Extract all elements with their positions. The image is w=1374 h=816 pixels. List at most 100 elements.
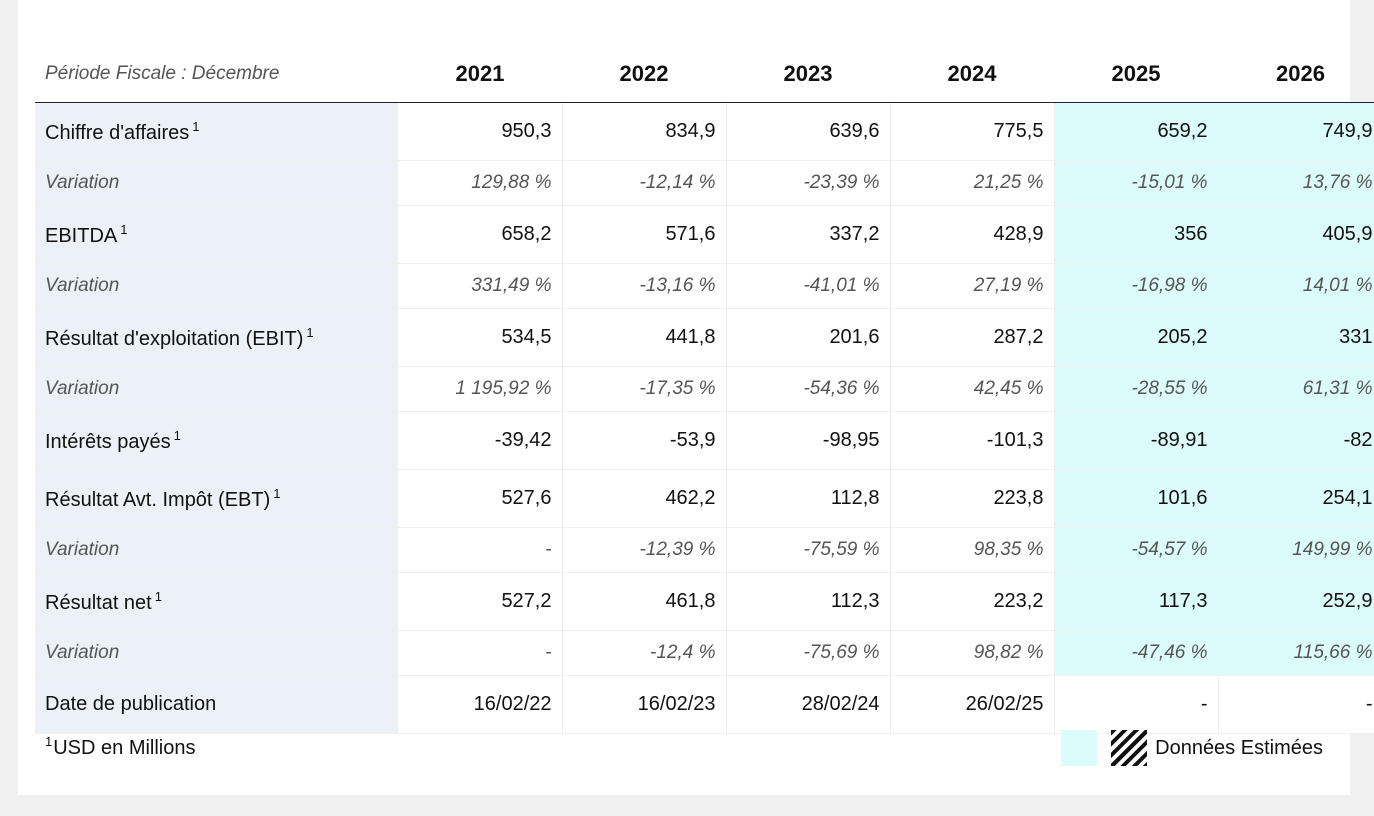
table-row-publication-date: Date de publication 16/02/22 16/02/23 28… <box>35 675 1374 734</box>
row-label: Variation <box>35 263 398 309</box>
table-cell: 201,6 <box>726 308 891 367</box>
table-cell-estimated: 356 <box>1054 205 1219 264</box>
table-cell: 98,35 % <box>890 527 1055 573</box>
table-cell: 527,6 <box>398 469 563 528</box>
table-cell: - <box>398 630 563 676</box>
table-cell-estimated: -82 <box>1218 411 1374 470</box>
table-cell: 527,2 <box>398 572 563 631</box>
financial-table: Période Fiscale : Décembre 2021 2022 202… <box>35 46 1374 734</box>
table-cell: -75,59 % <box>726 527 891 573</box>
fiscal-period-label: Période Fiscale : Décembre <box>35 46 398 103</box>
year-header: 2023 <box>726 46 890 103</box>
table-cell: 287,2 <box>890 308 1055 367</box>
table-cell: 129,88 % <box>398 160 563 206</box>
table-cell: -12,4 % <box>562 630 727 676</box>
year-header: 2024 <box>890 46 1054 103</box>
table-cell-estimated: -15,01 % <box>1054 160 1219 206</box>
table-cell-estimated: 659,2 <box>1054 102 1219 161</box>
table-cell-estimated: 14,01 % <box>1218 263 1374 309</box>
table-cell: 534,5 <box>398 308 563 367</box>
table-row: EBITDA 1 658,2 571,6 337,2 428,9 356 405,… <box>35 205 1374 264</box>
table-cell-estimated: 117,3 <box>1054 572 1219 631</box>
table-cell: 950,3 <box>398 102 563 161</box>
table-cell: 26/02/25 <box>890 675 1055 734</box>
table-cell: -98,95 <box>726 411 891 470</box>
table-cell-estimated: 149,99 % <box>1218 527 1374 573</box>
table-cell: -53,9 <box>562 411 727 470</box>
table-cell-estimated: -28,55 % <box>1054 366 1219 412</box>
table-cell: 16/02/23 <box>562 675 727 734</box>
table-cell-estimated: 101,6 <box>1054 469 1219 528</box>
table-cell: -12,14 % <box>562 160 727 206</box>
year-header: 2022 <box>562 46 726 103</box>
table-cell: -39,42 <box>398 411 563 470</box>
table-cell: 112,8 <box>726 469 891 528</box>
row-label: Intérêts payés 1 <box>35 411 398 470</box>
year-header: 2026 <box>1218 46 1374 103</box>
table-row: Résultat Avt. Impôt (EBT) 1 527,6 462,2 1… <box>35 469 1374 528</box>
row-label: Variation <box>35 630 398 676</box>
table-cell: -101,3 <box>890 411 1055 470</box>
table-cell-estimated: 205,2 <box>1054 308 1219 367</box>
estimated-color-swatch <box>1061 730 1098 766</box>
year-header: 2021 <box>398 46 562 103</box>
table-cell: 1 195,92 % <box>398 366 563 412</box>
table-cell-estimated: 405,9 <box>1218 205 1374 264</box>
table-cell: 331,49 % <box>398 263 563 309</box>
row-label: Variation <box>35 160 398 206</box>
table-cell-estimated: 61,31 % <box>1218 366 1374 412</box>
table-header-row: Période Fiscale : Décembre 2021 2022 202… <box>35 46 1374 103</box>
row-label: Chiffre d'affaires 1 <box>35 102 398 161</box>
table-cell: 223,2 <box>890 572 1055 631</box>
table-row: Résultat d'exploitation (EBIT) 1 534,5 44… <box>35 308 1374 367</box>
table-cell: 441,8 <box>562 308 727 367</box>
table-cell: 337,2 <box>726 205 891 264</box>
table-cell: -41,01 % <box>726 263 891 309</box>
table-row-variation: Variation - -12,4 % -75,69 % 98,82 % -47… <box>35 630 1374 676</box>
table-cell: -54,36 % <box>726 366 891 412</box>
table-cell: 112,3 <box>726 572 891 631</box>
table-cell: - <box>1054 675 1219 734</box>
year-header: 2025 <box>1054 46 1218 103</box>
table-cell-estimated: 749,9 <box>1218 102 1374 161</box>
row-label: Variation <box>35 366 398 412</box>
table-cell: 658,2 <box>398 205 563 264</box>
table-cell-estimated: -89,91 <box>1054 411 1219 470</box>
row-label: Résultat d'exploitation (EBIT) 1 <box>35 308 398 367</box>
table-cell-estimated: -16,98 % <box>1054 263 1219 309</box>
table-cell-estimated: 13,76 % <box>1218 160 1374 206</box>
table-cell: 428,9 <box>890 205 1055 264</box>
table-row-variation: Variation 1 195,92 % -17,35 % -54,36 % 4… <box>35 366 1374 412</box>
table-cell: 16/02/22 <box>398 675 563 734</box>
row-label: Variation <box>35 527 398 573</box>
table-row: Chiffre d'affaires 1 950,3 834,9 639,6 77… <box>35 102 1374 161</box>
table-cell-estimated: -54,57 % <box>1054 527 1219 573</box>
table-cell: -75,69 % <box>726 630 891 676</box>
units-footnote: 1USD en Millions <box>45 734 196 760</box>
table-cell: 21,25 % <box>890 160 1055 206</box>
table-cell-estimated: 115,66 % <box>1218 630 1374 676</box>
table-cell: 461,8 <box>562 572 727 631</box>
table-cell: -13,16 % <box>562 263 727 309</box>
table-cell-estimated: 331 <box>1218 308 1374 367</box>
table-row: Intérêts payés 1 -39,42 -53,9 -98,95 -101… <box>35 411 1374 470</box>
table-row-variation: Variation 331,49 % -13,16 % -41,01 % 27,… <box>35 263 1374 309</box>
table-cell: 98,82 % <box>890 630 1055 676</box>
row-label: EBITDA 1 <box>35 205 398 264</box>
table-cell: -23,39 % <box>726 160 891 206</box>
table-cell: 27,19 % <box>890 263 1055 309</box>
table-cell: - <box>398 527 563 573</box>
footnote-marker: 1 <box>45 734 53 749</box>
row-label: Résultat Avt. Impôt (EBT) 1 <box>35 469 398 528</box>
table-cell-estimated: -47,46 % <box>1054 630 1219 676</box>
table-cell: 42,45 % <box>890 366 1055 412</box>
table-cell: - <box>1218 675 1374 734</box>
table-cell: 775,5 <box>890 102 1055 161</box>
estimated-data-legend: Données Estimées <box>1061 730 1323 766</box>
table-cell: -12,39 % <box>562 527 727 573</box>
row-label: Date de publication <box>35 675 398 734</box>
table-cell-estimated: 254,1 <box>1218 469 1374 528</box>
table-cell: 223,8 <box>890 469 1055 528</box>
table-cell: 28/02/24 <box>726 675 891 734</box>
table-cell: -17,35 % <box>562 366 727 412</box>
